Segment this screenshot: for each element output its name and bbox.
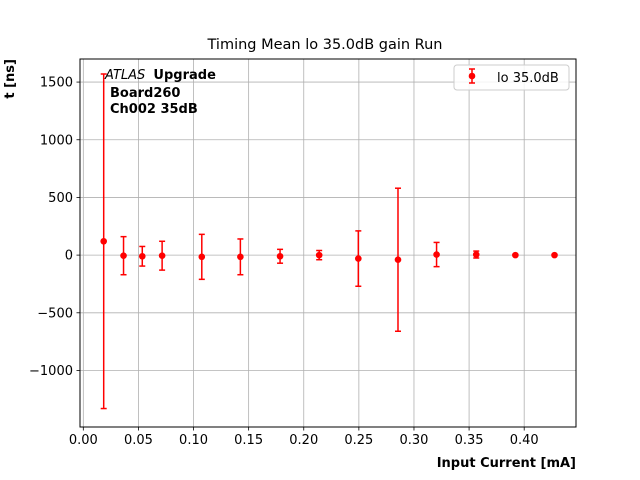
data-point <box>433 241 440 268</box>
legend-box <box>453 64 570 91</box>
y-tick-label: 500 <box>48 191 73 206</box>
chart-title: Timing Mean lo 35.0dB gain Run <box>207 37 443 53</box>
legend-marker <box>468 68 476 84</box>
x-tick-label: 0.10 <box>179 433 208 448</box>
atlas-annotation: ATLAS Upgrade Board260 Ch002 35dB <box>104 68 216 117</box>
y-axis-ticks: −1000 −500 0 500 1000 1500 <box>29 76 80 379</box>
x-tick-label: 0.15 <box>234 433 263 448</box>
grid <box>80 59 576 427</box>
y-tick-label: 0 <box>65 249 73 264</box>
data-point <box>355 230 362 288</box>
x-axis-ticks: 0.00 0.05 0.10 0.15 0.20 0.25 0.30 0.35 0.40 <box>69 427 539 448</box>
data-series <box>100 73 558 410</box>
data-point <box>551 251 558 259</box>
data-point <box>120 235 127 276</box>
data-point <box>512 251 519 259</box>
data-point <box>158 240 166 271</box>
point-marker <box>512 251 519 259</box>
point-marker <box>120 252 127 259</box>
point-marker <box>472 251 480 258</box>
data-point <box>276 248 284 264</box>
point-marker <box>355 255 362 262</box>
point-marker <box>315 251 323 259</box>
x-tick-label: 0.35 <box>455 433 484 448</box>
point-marker <box>433 251 440 258</box>
annotation-board: Board260 <box>110 86 180 101</box>
annotation-channel: Ch002 35dB <box>110 102 198 117</box>
point-marker <box>394 256 402 264</box>
plot-frame <box>79 58 577 428</box>
x-tick-label: 0.40 <box>510 433 539 448</box>
data-point <box>198 233 206 281</box>
y-tick-label: −500 <box>37 306 73 321</box>
annotation-atlas: ATLAS <box>104 68 145 83</box>
x-axis-label: Input Current [mA] <box>437 456 576 471</box>
data-point <box>237 238 244 276</box>
y-tick-label: 1000 <box>40 133 73 148</box>
svg-text:ATLAS Upgrade: ATLAS Upgrade <box>104 68 216 83</box>
x-tick-label: 0.20 <box>289 433 318 448</box>
point-marker <box>551 251 558 259</box>
point-marker <box>138 252 146 260</box>
x-tick-label: 0.00 <box>69 433 98 448</box>
y-tick-label: −1000 <box>29 364 73 379</box>
point-marker <box>198 253 206 261</box>
point-marker <box>158 252 166 259</box>
data-point <box>100 73 107 410</box>
point-marker <box>237 253 244 261</box>
legend-label: lo 35.0dB <box>497 71 559 86</box>
x-tick-label: 0.05 <box>124 433 153 448</box>
legend: lo 35.0dB <box>453 64 570 91</box>
point-marker <box>100 237 107 245</box>
annotation-upgrade: Upgrade <box>153 68 216 83</box>
data-point <box>472 250 480 259</box>
data-point <box>315 249 323 261</box>
data-point <box>394 187 402 333</box>
y-axis-label: t [ns] <box>3 59 18 99</box>
point-marker <box>276 252 284 260</box>
x-tick-label: 0.30 <box>399 433 428 448</box>
y-tick-label: 1500 <box>40 76 73 91</box>
x-tick-label: 0.25 <box>344 433 373 448</box>
data-point <box>138 245 146 267</box>
legend-point <box>468 72 476 80</box>
